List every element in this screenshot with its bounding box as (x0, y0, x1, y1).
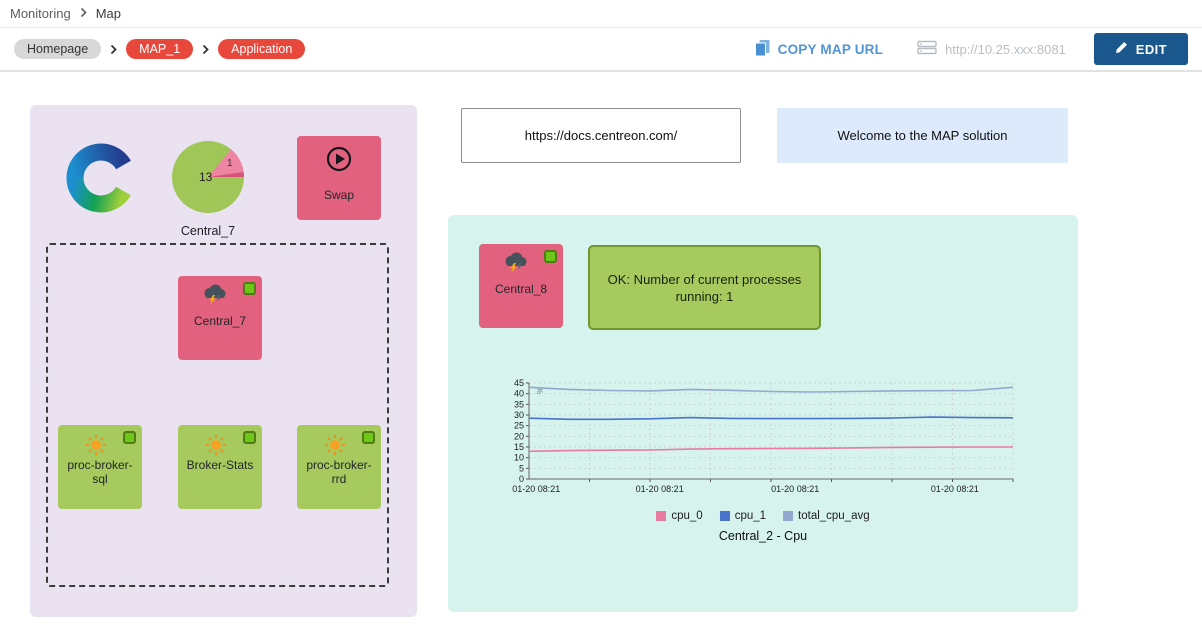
breadcrumb-monitoring[interactable]: Monitoring (10, 6, 71, 21)
sun-icon (85, 434, 107, 461)
welcome-box: Welcome to the MAP solution (777, 108, 1068, 163)
server-url: http://10.25.xxx:8081 (917, 40, 1066, 58)
chart-legend: cpu_0 cpu_1 total_cpu_avg (493, 510, 1033, 522)
status-ok-indicator (544, 250, 557, 263)
chevron-right-icon (202, 44, 209, 55)
node-label: Central_8 (494, 282, 548, 296)
map-canvas: 13 1 Central_7 Swap (0, 72, 1202, 625)
server-url-text: http://10.25.xxx:8081 (945, 41, 1066, 57)
gauge-slice-value: 1 (227, 158, 233, 169)
toolbar-right: COPY MAP URL http://10.25.xxx:8081 EDIT (754, 33, 1188, 65)
path-pill-homepage[interactable]: Homepage (14, 39, 102, 59)
right-map-panel: Central_8 OK: Number of current processe… (448, 215, 1078, 612)
pie-gauge: 13 1 (172, 141, 244, 213)
storm-cloud-icon (502, 251, 528, 278)
svg-text:0: 0 (519, 474, 524, 484)
status-message-box: OK: Number of current processes running:… (588, 245, 821, 330)
svg-text:01-20 08:21: 01-20 08:21 (636, 484, 684, 494)
host-group-outline (46, 243, 389, 587)
map-toolbar: Homepage MAP_1 Application COPY MAP URL (0, 27, 1202, 72)
gauge-widget-central7[interactable]: 13 1 Central_7 (166, 138, 250, 238)
status-ok-indicator (362, 431, 375, 444)
svg-text:40: 40 (514, 389, 524, 399)
gauge-label: Central_7 (180, 224, 236, 238)
svg-text:01-20 08:21: 01-20 08:21 (512, 484, 560, 494)
chevron-right-icon (80, 5, 87, 23)
swap-label: Swap (323, 188, 355, 202)
node-label: Central_7 (193, 314, 247, 328)
cpu-chart-widget: 0 5 10 15 20 25 30 35 40 45 01-20 08:21 01-20 08:21… (493, 375, 1033, 543)
path-pill-map1[interactable]: MAP_1 (126, 39, 194, 59)
node-label: proc-broker-sql (67, 458, 133, 486)
node-proc-broker-rrd[interactable]: proc-broker-rrd (297, 425, 381, 509)
copy-icon (754, 39, 771, 60)
copy-map-url-button[interactable]: COPY MAP URL (754, 39, 883, 60)
svg-text:01-20 08:21: 01-20 08:21 (771, 484, 819, 494)
left-map-panel: 13 1 Central_7 Swap (30, 105, 417, 617)
storm-cloud-icon (201, 283, 227, 310)
svg-text:20: 20 (514, 431, 524, 441)
edit-button[interactable]: EDIT (1093, 33, 1188, 65)
chart-title: Central_2 - Cpu (718, 529, 808, 543)
status-message-text: OK: Number of current processes running:… (607, 271, 802, 304)
svg-text:35: 35 (514, 399, 524, 409)
edit-label: EDIT (1135, 41, 1167, 57)
svg-text:45: 45 (514, 378, 524, 388)
play-icon (325, 145, 353, 178)
status-ok-indicator (243, 431, 256, 444)
sun-icon (324, 434, 346, 461)
path-pill-application[interactable]: Application (218, 39, 306, 59)
node-central7[interactable]: Central_7 (178, 276, 262, 360)
svg-text:01-20 08:21: 01-20 08:21 (931, 484, 979, 494)
svg-text:30: 30 (514, 410, 524, 420)
sun-icon (205, 434, 227, 461)
svg-text:5: 5 (519, 463, 524, 473)
node-central8[interactable]: Central_8 (479, 244, 563, 328)
gauge-total: 13 (199, 170, 213, 184)
svg-text:%: % (535, 387, 544, 394)
legend-item-cpu_0: cpu_0 (656, 510, 703, 522)
svg-text:25: 25 (514, 421, 524, 431)
svg-text:10: 10 (514, 453, 524, 463)
copy-map-url-label: COPY MAP URL (777, 41, 884, 57)
status-ok-indicator (123, 431, 136, 444)
docs-url-text: https://docs.centreon.com/ (524, 128, 678, 143)
pencil-icon (1115, 41, 1128, 57)
docs-link-box[interactable]: https://docs.centreon.com/ (461, 108, 741, 163)
breadcrumb-map[interactable]: Map (95, 6, 121, 21)
swap-node[interactable]: Swap (297, 136, 381, 220)
centreon-logo (60, 137, 142, 224)
node-proc-broker-sql[interactable]: proc-broker-sql (58, 425, 142, 509)
legend-item-cpu_1: cpu_1 (719, 510, 766, 522)
chevron-right-icon (110, 44, 117, 55)
node-label: proc-broker-rrd (306, 458, 372, 486)
server-icon (917, 40, 937, 58)
node-label: Broker-Stats (186, 458, 254, 472)
breadcrumb: Monitoring Map (0, 0, 1202, 27)
legend-item-total_cpu_avg: total_cpu_avg (783, 510, 870, 522)
node-broker-stats[interactable]: Broker-Stats (178, 425, 262, 509)
svg-text:15: 15 (514, 442, 524, 452)
welcome-text: Welcome to the MAP solution (837, 128, 1008, 143)
status-ok-indicator (243, 282, 256, 295)
